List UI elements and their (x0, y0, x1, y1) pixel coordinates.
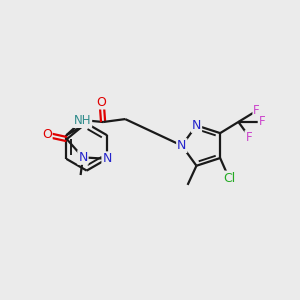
Text: O: O (97, 95, 106, 109)
Text: N: N (78, 151, 88, 164)
Text: F: F (245, 131, 252, 144)
Text: Cl: Cl (223, 172, 235, 184)
Text: N: N (192, 119, 201, 132)
Text: F: F (253, 104, 260, 117)
Text: N: N (177, 139, 187, 152)
Text: NH: NH (74, 114, 91, 127)
Text: O: O (42, 128, 52, 141)
Text: F: F (259, 116, 265, 128)
Text: N: N (102, 152, 112, 165)
